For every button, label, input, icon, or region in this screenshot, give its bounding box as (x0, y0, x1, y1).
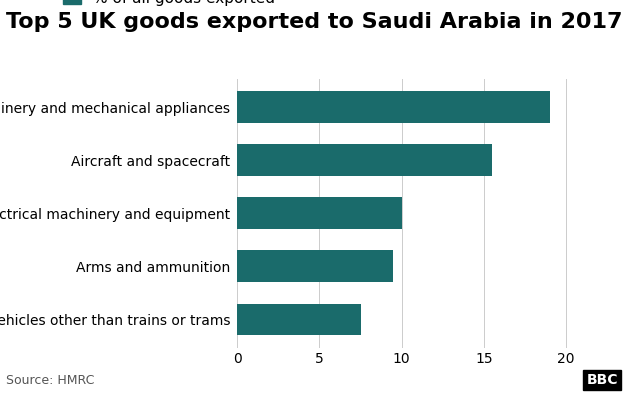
Bar (237, 144, 492, 176)
Bar (237, 250, 393, 282)
Bar (237, 91, 550, 123)
Legend: % of all goods exported: % of all goods exported (57, 0, 281, 12)
Text: BBC: BBC (587, 373, 618, 387)
Bar (237, 198, 402, 229)
Bar (237, 303, 361, 335)
Text: Top 5 UK goods exported to Saudi Arabia in 2017: Top 5 UK goods exported to Saudi Arabia … (6, 12, 623, 32)
Text: Source: HMRC: Source: HMRC (6, 374, 95, 387)
